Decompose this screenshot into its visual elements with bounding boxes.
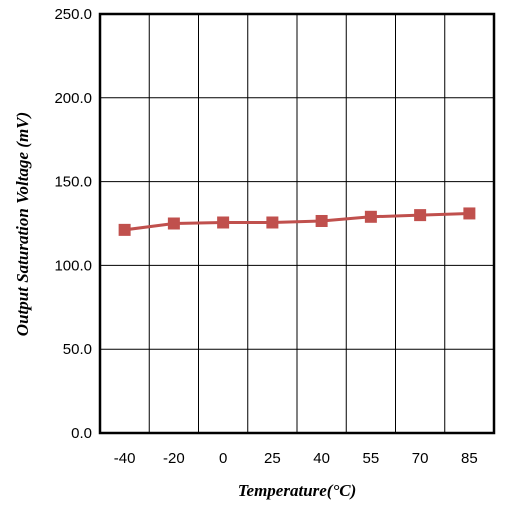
data-point-marker [118, 223, 131, 236]
data-point-marker [266, 216, 279, 229]
x-axis-ticks: -40 -20 0 25 40 55 70 85 [114, 450, 478, 467]
y-tick-label: 250.0 [54, 6, 92, 23]
x-tick-label: 70 [412, 450, 429, 467]
x-tick-label: -20 [163, 450, 185, 467]
x-tick-label: 25 [264, 450, 281, 467]
data-point-marker [167, 217, 180, 230]
y-axis-ticks: 0.0 50.0 100.0 150.0 200.0 250.0 [54, 6, 92, 442]
data-point-marker [364, 210, 377, 223]
y-tick-label: 200.0 [54, 90, 92, 107]
x-tick-label: 55 [363, 450, 380, 467]
y-tick-label: 100.0 [54, 257, 92, 274]
data-point-marker [414, 209, 427, 222]
data-point-marker [217, 216, 230, 229]
y-tick-label: 150.0 [54, 174, 92, 191]
x-tick-label: 40 [313, 450, 330, 467]
series-layer [118, 207, 476, 236]
plot-frame [98, 12, 496, 435]
x-tick-label: 85 [461, 450, 478, 467]
x-tick-label: -40 [114, 450, 136, 467]
y-tick-label: 50.0 [63, 341, 92, 358]
y-axis-title: Output Saturation Voltage (mV) [13, 112, 32, 336]
gridlines [100, 13, 494, 434]
data-point-marker [463, 207, 476, 220]
series-line [124, 211, 470, 232]
data-point-marker [315, 214, 328, 227]
x-tick-label: 0 [219, 450, 227, 467]
x-axis-title: Temperature(°C) [238, 481, 357, 500]
y-tick-label: 0.0 [71, 425, 92, 442]
